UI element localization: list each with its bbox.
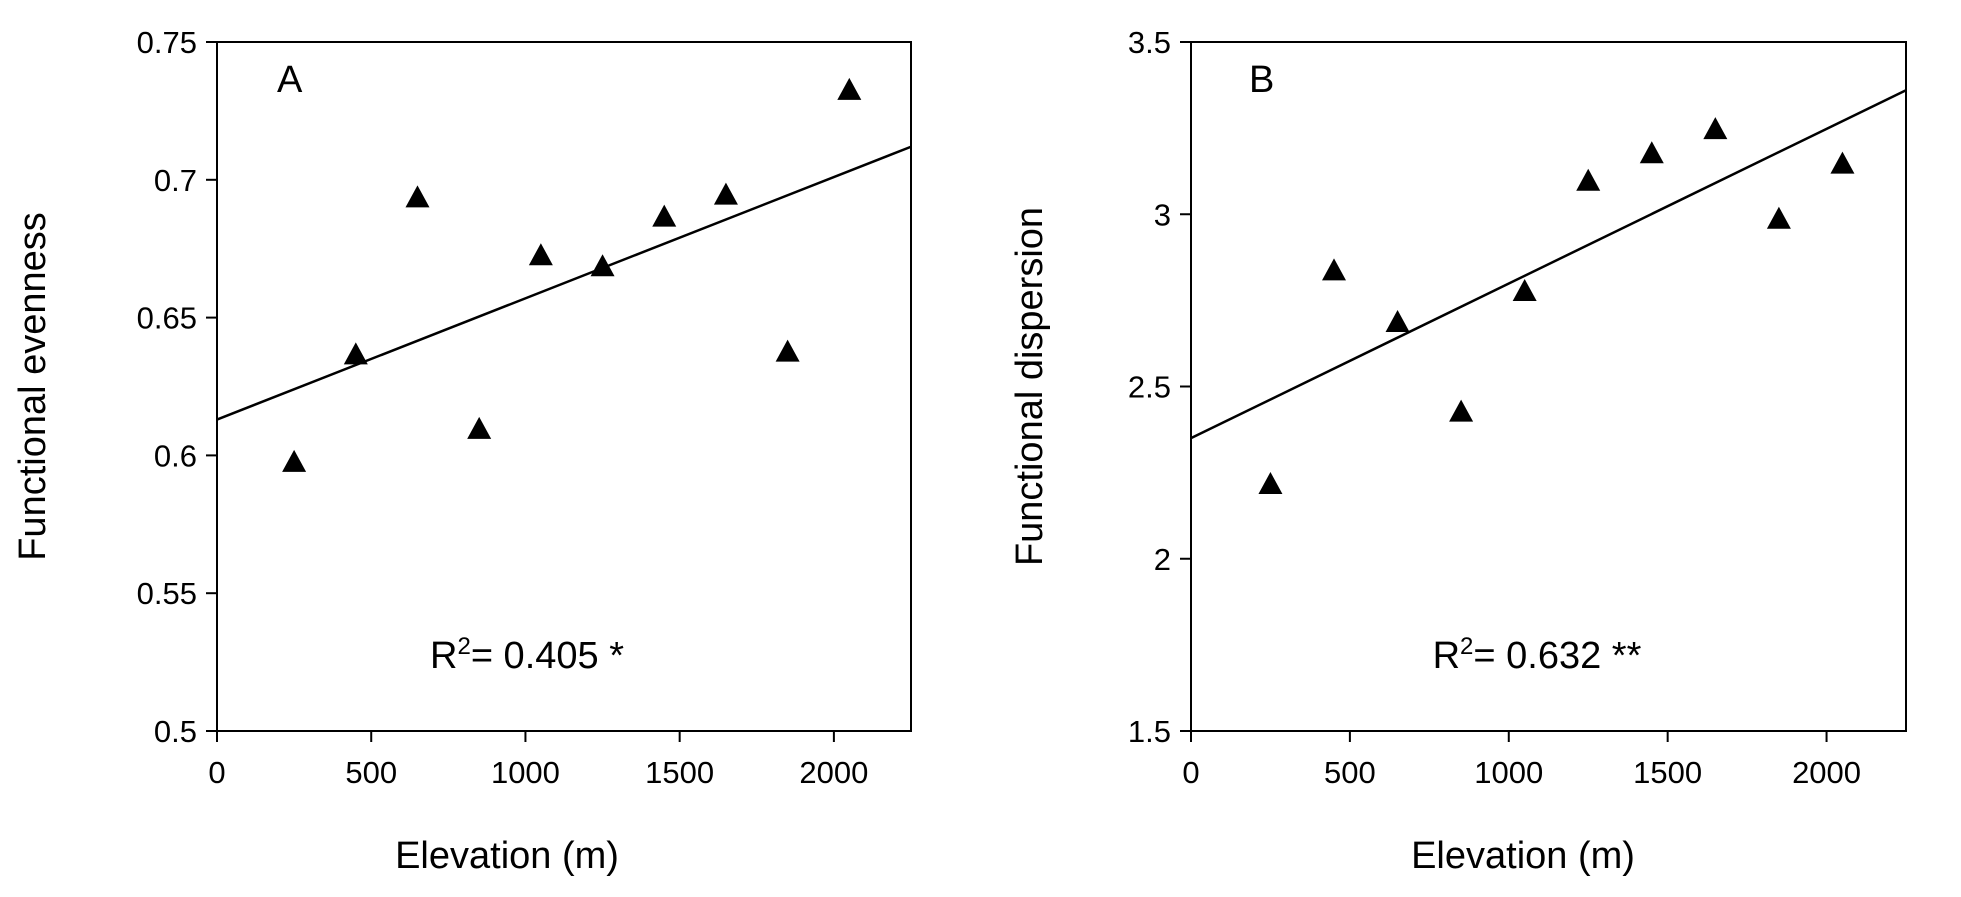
data-point-triangle — [1830, 151, 1855, 174]
data-point-triangle — [467, 416, 492, 439]
x-tick-label: 0 — [1182, 755, 1199, 790]
x-tick-label: 2000 — [799, 755, 868, 790]
data-point-triangle — [1766, 206, 1791, 229]
x-tick-label: 0 — [208, 755, 225, 790]
r-squared-annotation: R2= 0.632 ** — [1433, 633, 1642, 677]
data-point-triangle — [343, 342, 368, 365]
x-axis-title: Elevation (m) — [1411, 835, 1635, 877]
x-tick-label: 1000 — [1474, 755, 1543, 790]
data-point-triangle — [652, 204, 677, 227]
data-point-triangle — [1258, 471, 1283, 494]
y-tick-label: 0.65 — [137, 301, 197, 336]
y-tick-label: 1.5 — [1128, 714, 1171, 749]
data-point-triangle — [1703, 117, 1728, 140]
r-squared-annotation: R2= 0.405 * — [430, 633, 624, 677]
x-tick-label: 2000 — [1792, 755, 1861, 790]
data-point-triangle — [1322, 258, 1346, 281]
r-squared-value: = 0.632 ** — [1473, 635, 1641, 677]
trend-line — [1190, 89, 1907, 440]
data-point-triangle — [775, 339, 800, 362]
x-tick-label: 500 — [345, 755, 397, 790]
y-tick-label: 0.7 — [154, 163, 197, 198]
r-squared-value: = 0.405 * — [471, 635, 624, 677]
r-squared-prefix: R — [430, 635, 457, 677]
y-axis-title: Functional dispersion — [1009, 207, 1051, 566]
trend-line — [216, 145, 912, 421]
chart-panel-b: 1.5 2 2.5 3 3.5 0 500 1000 1500 2000 Elevation (m)… — [1009, 25, 1907, 877]
data-point-triangle — [713, 182, 738, 205]
panel-label: A — [277, 59, 303, 101]
y-tick-label: 0.75 — [137, 25, 197, 60]
y-tick-label: 0.55 — [137, 576, 197, 611]
data-point-triangle — [1512, 279, 1537, 302]
data-point-triangle — [1449, 399, 1474, 422]
data-point-triangle — [1576, 168, 1601, 191]
data-point-triangle — [1639, 141, 1664, 164]
data-point-triangle — [837, 77, 862, 100]
plot-frame — [216, 41, 912, 732]
x-tick-label: 1000 — [491, 755, 560, 790]
r-squared-prefix: R — [1433, 635, 1460, 677]
y-tick-label: 2 — [1154, 542, 1171, 577]
y-tick-label: 3 — [1154, 197, 1171, 232]
data-point-triangle — [1385, 310, 1410, 333]
r-squared-superscript: 2 — [457, 633, 470, 660]
chart-panel-a: 0.5 0.55 0.6 0.65 0.7 0.75 0 500 1000 1500 2000 Ele… — [12, 25, 912, 877]
panel-label: B — [1249, 59, 1274, 101]
r-squared-superscript: 2 — [1460, 633, 1473, 660]
x-axis-title: Elevation (m) — [395, 835, 619, 877]
x-tick-label: 1500 — [1633, 755, 1702, 790]
x-tick-label: 500 — [1324, 755, 1376, 790]
data-point-triangle — [590, 254, 615, 277]
y-tick-label: 3.5 — [1128, 25, 1171, 60]
data-point-triangle — [282, 449, 307, 472]
data-point-triangle — [405, 185, 430, 208]
y-axis-title: Functional evenness — [12, 212, 54, 561]
data-point-triangle — [528, 243, 553, 266]
y-tick-label: 0.6 — [154, 438, 197, 473]
y-tick-label: 0.5 — [154, 714, 197, 749]
y-tick-label: 2.5 — [1128, 370, 1171, 405]
x-tick-label: 1500 — [645, 755, 714, 790]
